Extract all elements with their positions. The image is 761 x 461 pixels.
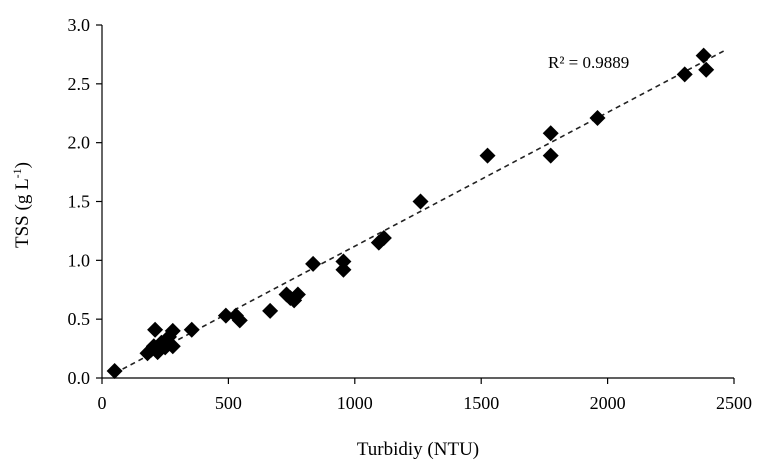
data-point: [147, 321, 164, 338]
data-point: [542, 147, 559, 164]
y-tick-label: 0.0: [68, 368, 91, 388]
y-tick-label: 1.5: [68, 192, 91, 212]
x-tick-label: 2000: [590, 393, 626, 413]
data-point: [698, 61, 715, 78]
x-tick-label: 0: [98, 393, 107, 413]
data-point: [289, 286, 306, 303]
data-point: [589, 109, 606, 126]
trendline: [114, 50, 725, 375]
data-point: [305, 255, 322, 272]
y-axis-title: TSS (g L-1): [10, 162, 33, 248]
data-point: [695, 47, 712, 64]
data-point: [479, 147, 496, 164]
x-tick-label: 1000: [337, 393, 373, 413]
data-point: [335, 253, 352, 270]
y-tick-label: 2.0: [68, 133, 91, 153]
data-point: [106, 362, 123, 379]
data-point: [262, 302, 279, 319]
data-point: [164, 322, 181, 339]
axes: [96, 24, 735, 384]
data-point: [183, 321, 200, 338]
tick-labels: 0 500 1000 1500 2000 2500 0.0 0.5 1.0 1.5 2.0 2.5 3.…: [68, 15, 753, 413]
data-points: [106, 47, 715, 379]
r-squared-annotation: R² = 0.9889: [548, 53, 629, 72]
data-point: [676, 66, 693, 83]
data-point: [231, 312, 248, 329]
x-tick-label: 2500: [716, 393, 752, 413]
data-point: [217, 307, 234, 324]
x-tick-label: 500: [215, 393, 242, 413]
trendline-layer: [114, 50, 725, 375]
x-tick-label: 1500: [463, 393, 499, 413]
data-point: [164, 338, 181, 355]
x-axis-title: Turbidiy (NTU): [357, 439, 479, 460]
data-point: [412, 193, 429, 210]
y-tick-label: 0.5: [68, 309, 91, 329]
y-tick-label: 2.5: [68, 74, 91, 94]
y-tick-label: 3.0: [68, 15, 91, 35]
data-point: [542, 125, 559, 142]
y-tick-label: 1.0: [68, 250, 91, 270]
data-point: [375, 229, 392, 246]
data-point: [335, 261, 352, 278]
